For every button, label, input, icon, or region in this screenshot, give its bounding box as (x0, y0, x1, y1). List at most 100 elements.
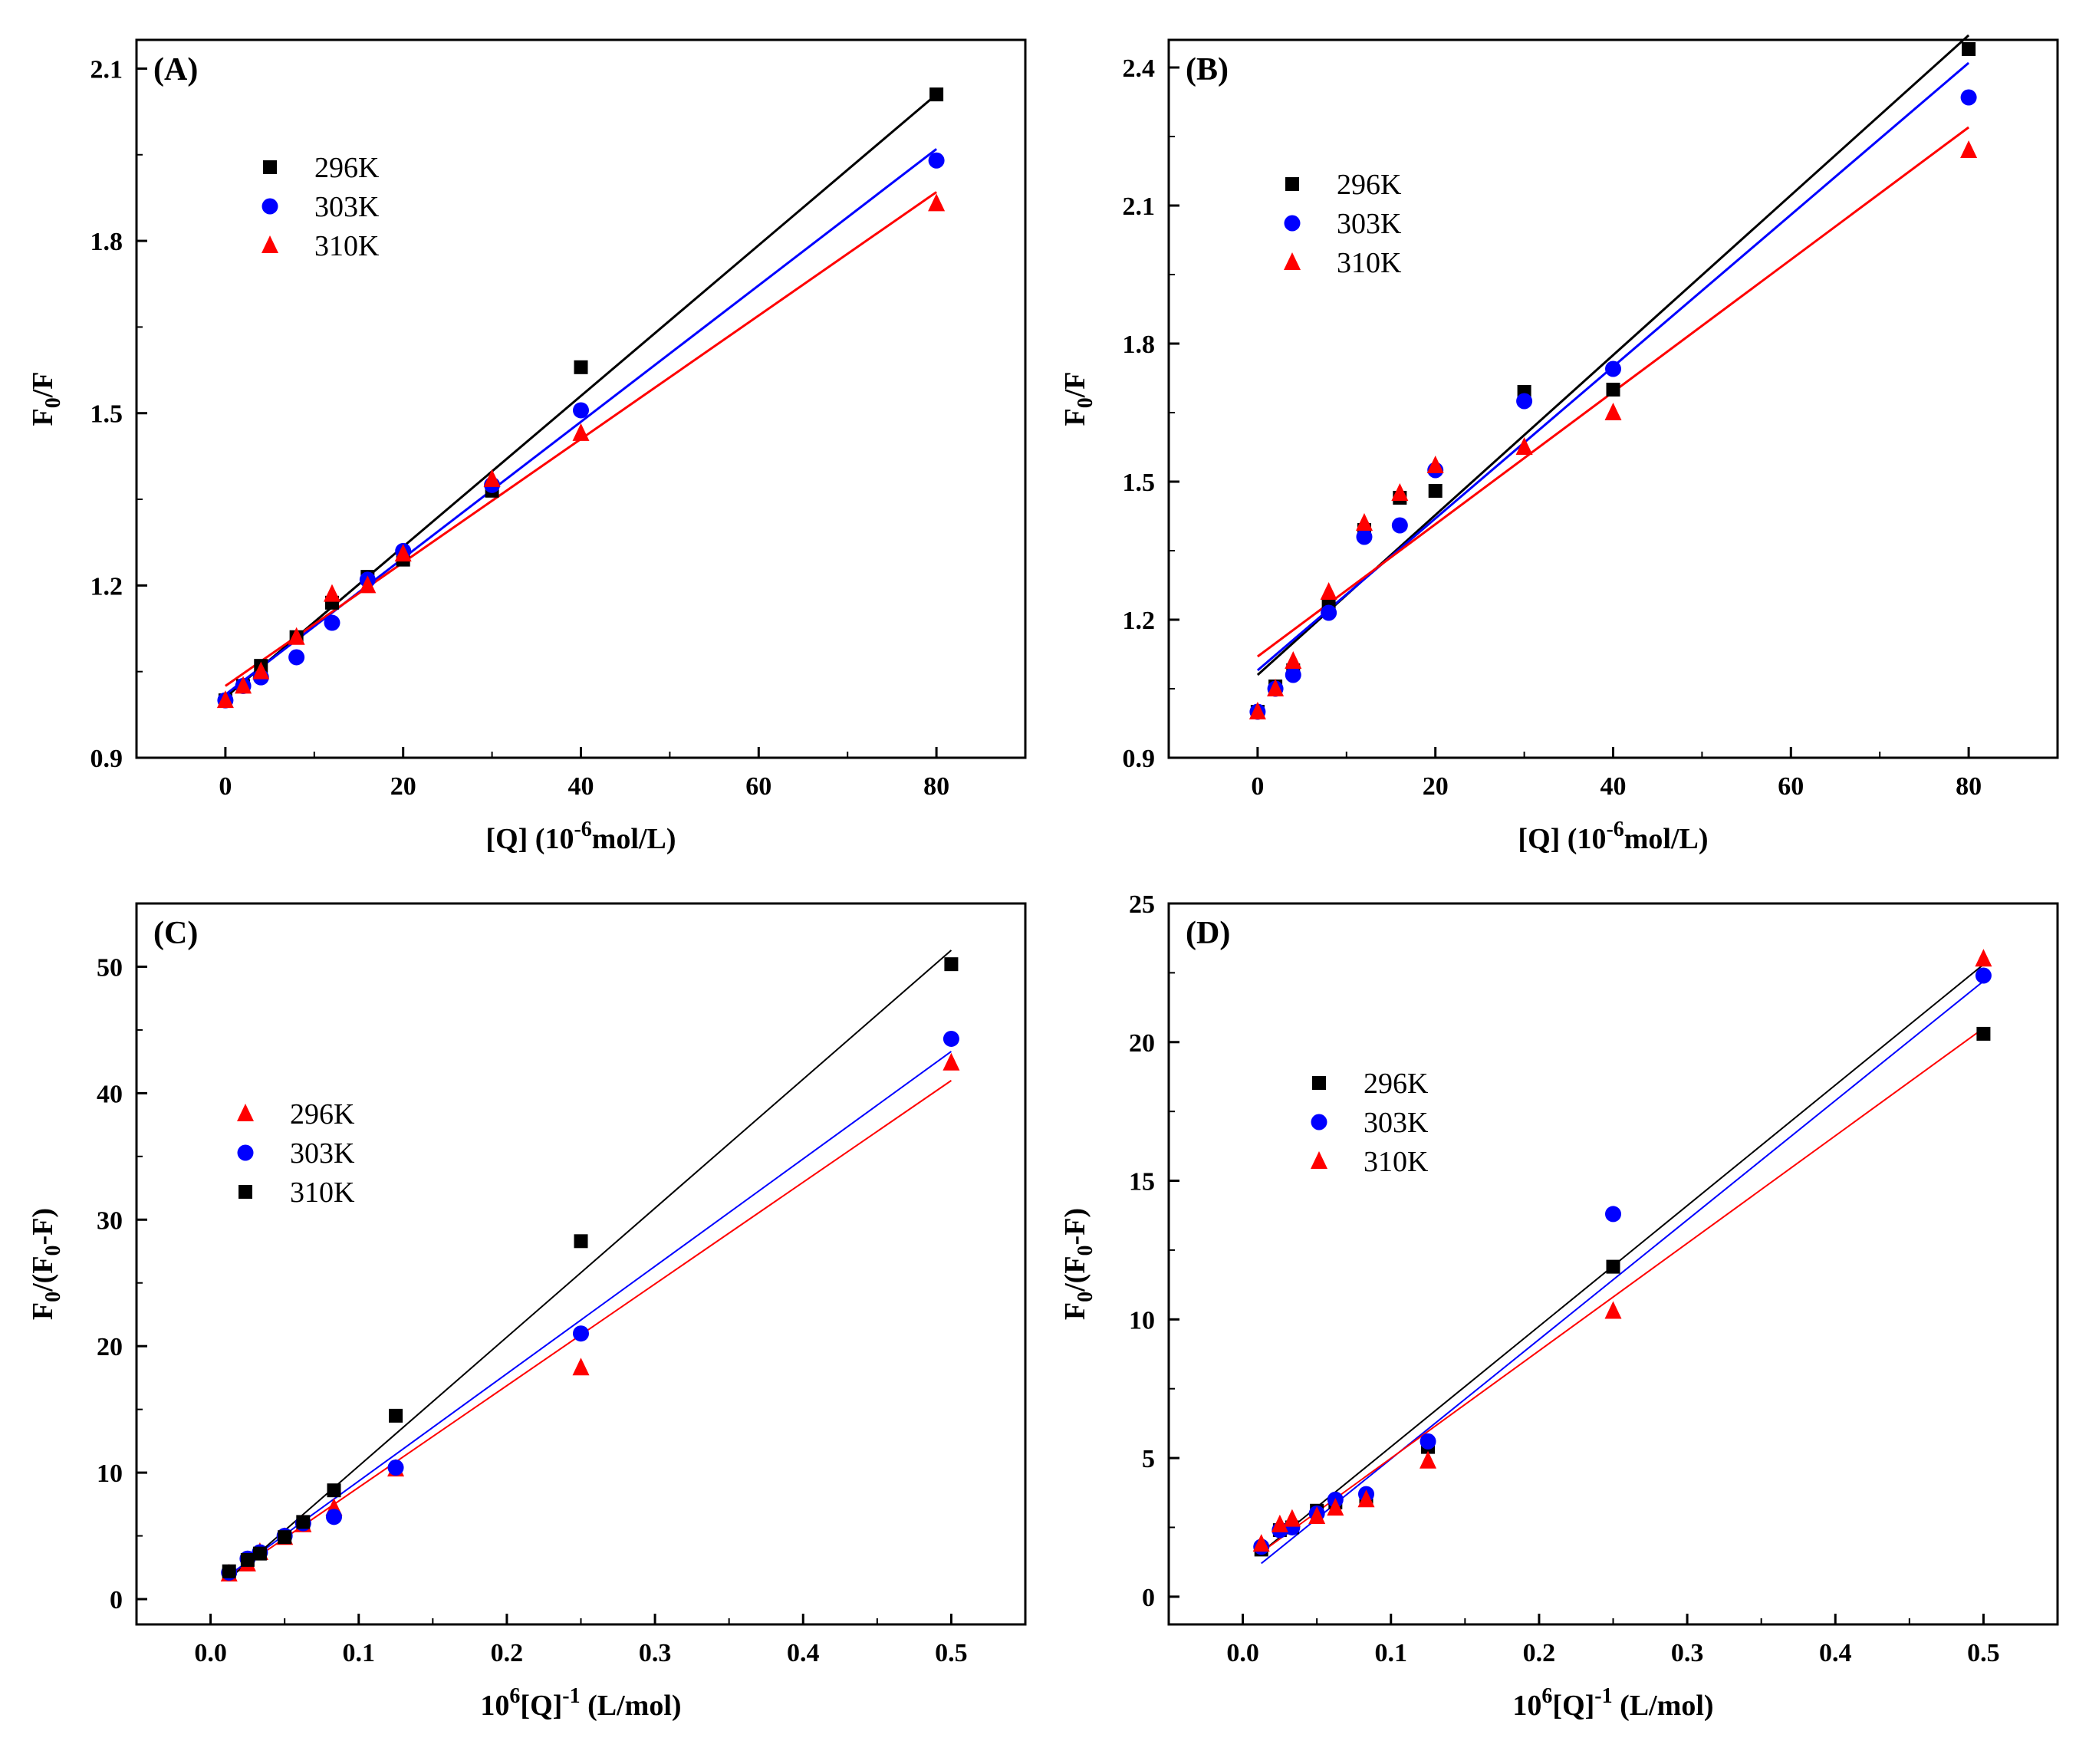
data-point-303K (387, 1460, 404, 1476)
data-point-310K (1283, 1509, 1301, 1527)
x-axis-title: [Q] (10-6mol/L) (1518, 818, 1708, 855)
fit-line-303K (229, 1051, 952, 1576)
y-tick-label: 1.8 (90, 228, 123, 256)
data-point-303K (573, 402, 589, 419)
x-tick-label: 0 (1251, 772, 1264, 801)
y-tick-label: 20 (1129, 1029, 1155, 1058)
y-axis-title: F0/F (27, 372, 65, 426)
legend-label: 303K (1337, 208, 1402, 240)
data-point-310K (1604, 403, 1622, 420)
x-axis-title: [Q] (10-6mol/L) (485, 818, 676, 855)
data-point-310K (1975, 949, 1992, 967)
data-point-303K (1516, 393, 1533, 410)
data-point-310K (572, 423, 590, 441)
y-tick-label: 0 (110, 1586, 123, 1614)
panel-2: 0.0 0.1 0.2 0.3 0.4 0.501020304050(C)106[Q]-1… (27, 902, 1027, 1722)
data-point-303K (325, 1509, 342, 1525)
data-point-303K (1321, 604, 1337, 621)
data-point-303K (573, 1325, 589, 1342)
y-axis-title: F0/(F0-F) (1059, 1208, 1097, 1320)
y-tick-label: 10 (97, 1460, 123, 1488)
legend-marker-310K (262, 235, 278, 253)
label-part: 0 (1074, 1292, 1097, 1302)
label-part: F (1059, 408, 1091, 426)
fit-line-310K (1261, 1027, 1985, 1553)
y-tick-label: 2.1 (1123, 193, 1156, 221)
label-part: F (27, 408, 59, 426)
y-tick-label: 1.2 (90, 572, 123, 601)
data-point-310K (1960, 140, 1978, 158)
x-tick-label: 20 (1423, 772, 1449, 801)
label-part: 10 (1512, 1690, 1541, 1722)
data-point-310K (323, 584, 340, 602)
y-tick-label: 5 (1142, 1445, 1155, 1473)
legend-marker-296K (1285, 177, 1299, 191)
y-axis-title: F0/F (1059, 372, 1097, 426)
label-part: -1 (1594, 1684, 1612, 1708)
legend-marker-310K (239, 1185, 252, 1199)
data-point-310K (327, 1483, 341, 1498)
x-tick-label: 0.3 (1671, 1639, 1704, 1667)
label-part: [Q] (520, 1690, 562, 1722)
legend-marker-310K (1284, 252, 1301, 270)
data-point-310K (216, 690, 234, 709)
panel-label: (A) (153, 52, 198, 87)
fit-line-296K (229, 1080, 952, 1578)
y-tick-label: 1.2 (1123, 607, 1156, 635)
fit-line-303K (1261, 980, 1985, 1565)
y-tick-label: 40 (97, 1080, 123, 1108)
data-point-296K (1606, 383, 1620, 397)
data-point-310K (1355, 513, 1373, 531)
data-point-310K (1320, 582, 1337, 600)
y-axis-title: F0/(F0-F) (27, 1208, 65, 1320)
fit-line-310K (229, 949, 952, 1580)
x-tick-label: 20 (390, 772, 416, 801)
y-tick-label: 0.9 (1123, 745, 1156, 773)
y-tick-label: 1.5 (1123, 469, 1156, 497)
label-part: 6 (509, 1684, 520, 1708)
legend-marker-303K (1284, 215, 1301, 232)
data-point-303K (1356, 528, 1373, 545)
y-tick-label: 25 (1129, 890, 1155, 919)
legend-marker-296K (237, 1104, 254, 1121)
data-point-296K (943, 1052, 960, 1071)
label-part: /F (1059, 372, 1091, 399)
legend-label: 310K (1364, 1146, 1429, 1178)
x-tick-label: 60 (1778, 772, 1804, 801)
fit-line-296K (224, 93, 938, 699)
label-part: /(F (1059, 1256, 1091, 1292)
legend-label: 310K (290, 1177, 355, 1209)
legend-label: 303K (1364, 1107, 1429, 1139)
data-point-303K (1605, 360, 1621, 377)
data-point-310K (359, 575, 377, 594)
x-tick-label: 0.3 (639, 1639, 672, 1667)
x-tick-label: 80 (923, 772, 949, 801)
data-point-310K (944, 957, 959, 972)
label-part: 0 (41, 397, 65, 408)
x-tick-label: 40 (568, 772, 594, 801)
legend-label: 310K (1337, 247, 1402, 279)
label-part: -F) (1059, 1208, 1091, 1246)
data-point-310K (1420, 1450, 1437, 1469)
data-point-296K (572, 1358, 590, 1376)
legend-marker-296K (263, 160, 277, 174)
data-point-310K (389, 1408, 403, 1423)
data-point-310K (1271, 1514, 1288, 1532)
label-part: -6 (574, 818, 591, 841)
label-part: -1 (562, 1684, 580, 1708)
label-part: [Q] (10 (1518, 823, 1606, 855)
data-point-296K (1962, 42, 1976, 56)
x-axis-title: 106[Q]-1 (L/mol) (1512, 1684, 1713, 1722)
y-tick-label: 1.5 (90, 400, 123, 429)
data-point-303K (1420, 1433, 1436, 1450)
x-tick-label: 0.0 (1226, 1639, 1259, 1667)
data-point-310K (928, 193, 946, 212)
x-tick-label: 0.5 (1967, 1639, 2000, 1667)
label-part: /(F (27, 1256, 59, 1292)
x-tick-label: 0.0 (194, 1639, 227, 1667)
data-point-310K (1248, 702, 1266, 719)
data-point-296K (929, 87, 944, 102)
y-tick-label: 50 (97, 953, 123, 982)
data-point-310K (1308, 1506, 1326, 1524)
